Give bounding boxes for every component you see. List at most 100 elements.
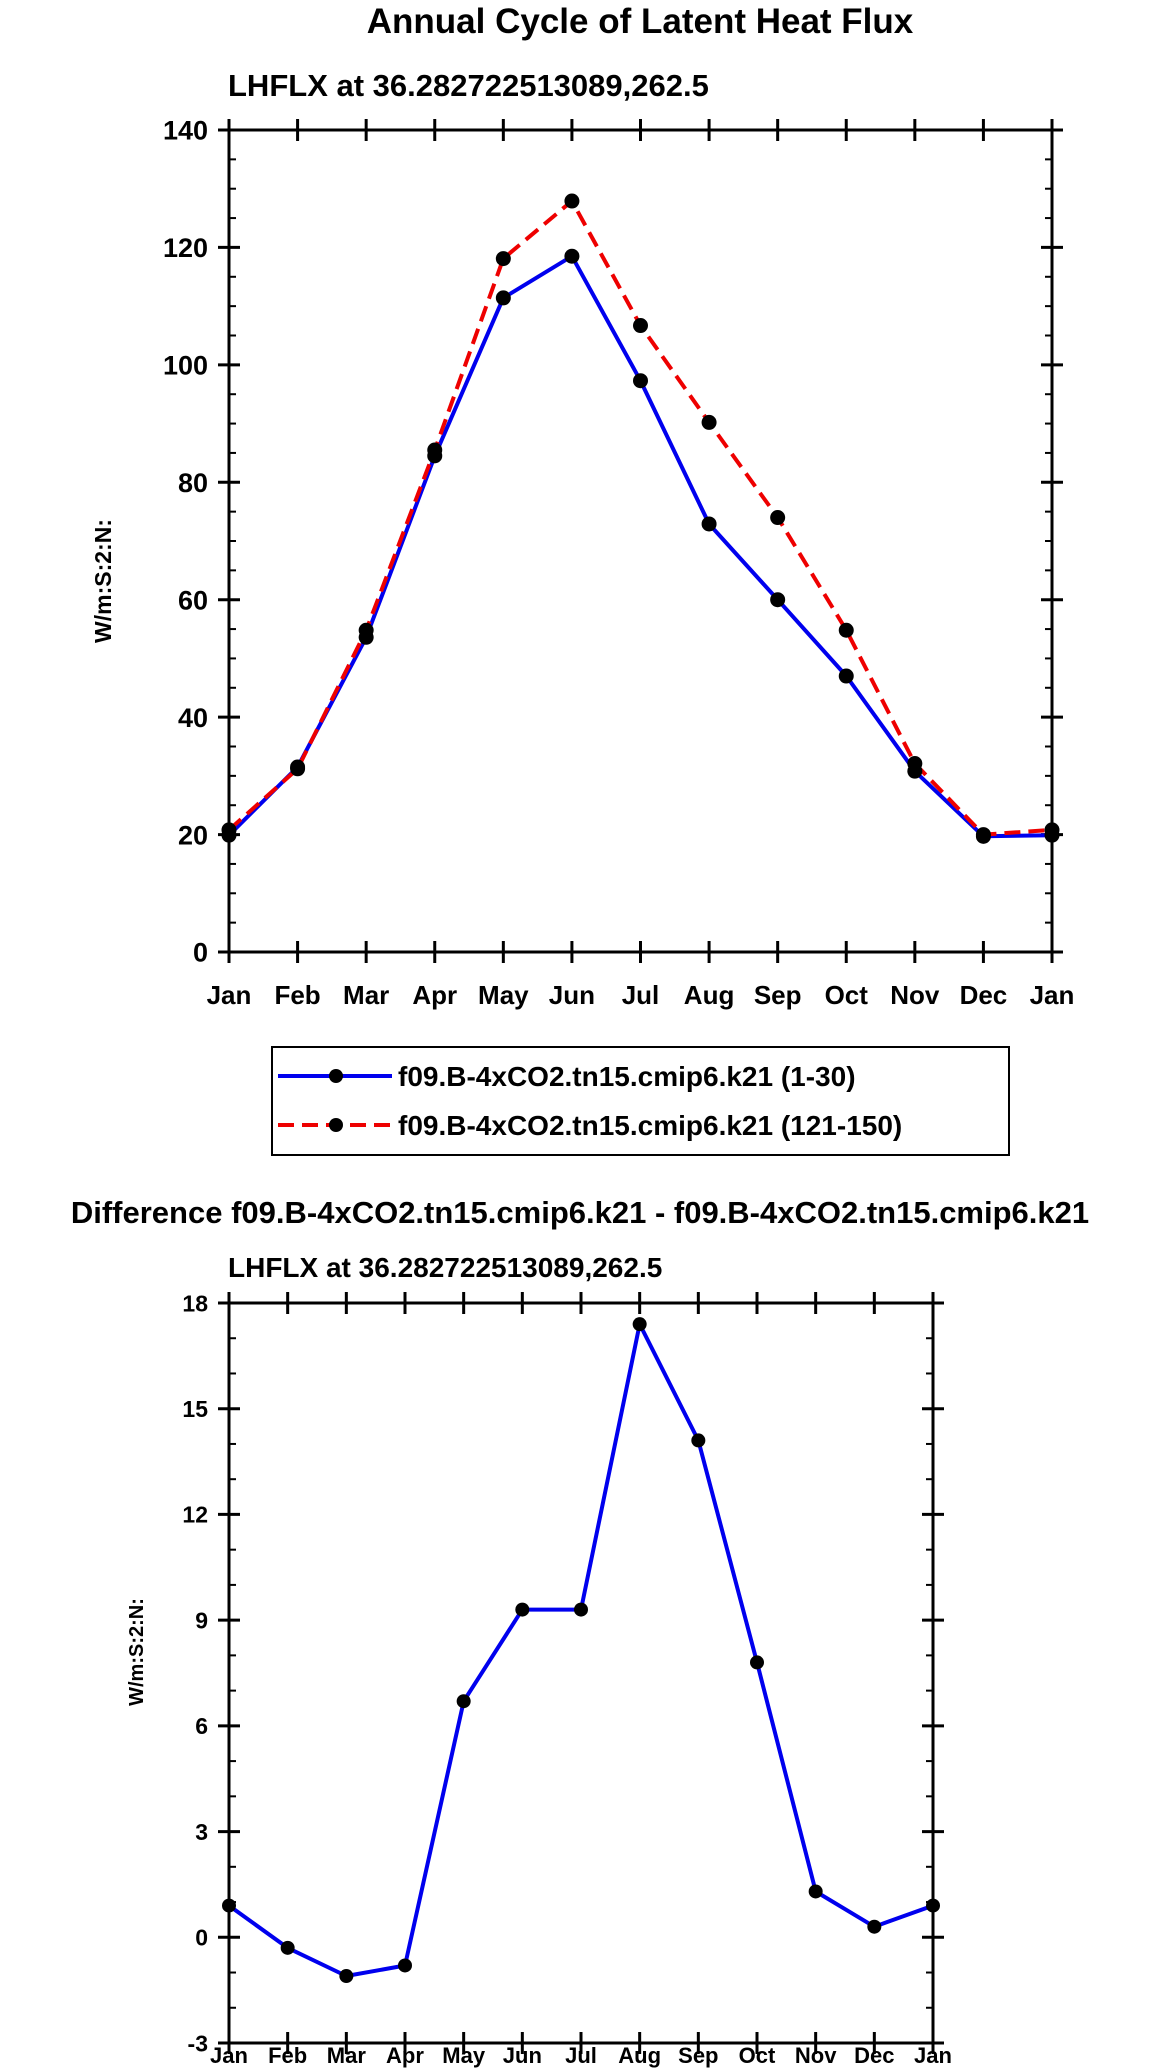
data-point-series-2 <box>221 822 237 838</box>
data-point-series-1 <box>867 1919 882 1934</box>
chart-title: Annual Cycle of Latent Heat Flux <box>367 2 914 41</box>
data-point-series-2 <box>770 510 786 526</box>
data-point-series-2 <box>1044 822 1060 838</box>
y-tick-label: 18 <box>182 1290 208 1316</box>
y-tick-label: 6 <box>195 1713 208 1739</box>
data-point-series-1 <box>701 516 717 532</box>
y-tick-label: 40 <box>178 703 208 733</box>
data-point-series-1 <box>515 1602 530 1617</box>
x-tick-label: Jan <box>207 980 252 1010</box>
data-point-series-1 <box>633 373 648 389</box>
legend-label-series-2: f09.B-4xCO2.tn15.cmip6.k21 (121-150) <box>398 1110 902 1141</box>
y-tick-label: 100 <box>163 351 208 381</box>
x-tick-label: Mar <box>327 2043 367 2068</box>
data-point-series-2 <box>290 761 306 777</box>
y-tick-label: 0 <box>193 938 208 968</box>
x-tick-label: Feb <box>268 2043 307 2068</box>
x-tick-label: Oct <box>825 980 869 1010</box>
x-tick-label: Nov <box>795 2043 837 2068</box>
data-point-series-1 <box>280 1940 295 1955</box>
axis-ticks <box>218 1292 944 2054</box>
data-point-series-1 <box>632 1317 647 1332</box>
x-tick-label: Oct <box>739 2043 776 2068</box>
y-tick-label: 9 <box>195 1607 208 1633</box>
chart-subtitle: LHFLX at 36.282722513089,262.5 <box>228 1252 662 1283</box>
chart-title: Difference f09.B-4xCO2.tn15.cmip6.k21 - … <box>71 1195 1089 1230</box>
data-point-series-1 <box>222 1898 236 1913</box>
y-tick-labels: -3 0 3 6 9 12 15 18 <box>182 1290 208 2056</box>
data-point-series-2 <box>633 318 648 334</box>
legend-marker-series-1 <box>329 1069 343 1083</box>
axis-ticks <box>218 119 1063 963</box>
y-tick-label: 15 <box>182 1396 208 1422</box>
series-group <box>221 193 1060 844</box>
data-point-series-1 <box>808 1884 823 1899</box>
x-tick-label: May <box>442 2043 486 2068</box>
y-tick-label: 140 <box>163 116 208 146</box>
y-tick-label: 12 <box>182 1502 208 1528</box>
x-tick-label: Jul <box>565 2043 597 2068</box>
series-line-1 <box>227 1322 934 1978</box>
data-point-series-2 <box>427 442 443 458</box>
data-point-series-2 <box>495 251 511 267</box>
x-tick-label: Apr <box>412 980 457 1010</box>
plot-frame <box>227 128 1054 954</box>
legend-marker-series-2 <box>329 1118 343 1132</box>
y-tick-label: 3 <box>195 1819 208 1845</box>
data-point-series-1 <box>398 1958 412 1973</box>
y-tick-label: 20 <box>178 820 208 850</box>
difference-chart: Difference f09.B-4xCO2.tn15.cmip6.k21 - … <box>71 1195 1089 2068</box>
x-tick-label: Jun <box>503 2043 542 2068</box>
data-point-series-1 <box>838 668 854 684</box>
series-group <box>222 1317 940 1984</box>
legend: f09.B-4xCO2.tn15.cmip6.k21 (1-30) f09.B-… <box>271 1046 1010 1156</box>
x-tick-label: Dec <box>854 2043 894 2068</box>
y-tick-label: 60 <box>178 585 208 615</box>
x-tick-labels: Jan Feb Mar Apr May Jun Jul Aug Sep Oct Nov Dec Jan <box>207 980 1075 1010</box>
data-point-series-1 <box>574 1602 588 1617</box>
x-tick-label: Sep <box>678 2043 718 2068</box>
y-tick-label: -3 <box>188 2030 208 2056</box>
x-tick-label: Feb <box>274 980 320 1010</box>
data-point-series-2 <box>838 622 854 638</box>
data-point-series-1 <box>564 248 580 264</box>
data-point-series-1 <box>339 1969 354 1984</box>
data-point-series-2 <box>975 827 991 843</box>
y-tick-label: 80 <box>178 468 208 498</box>
data-point-series-2 <box>907 756 923 772</box>
x-tick-label: Aug <box>618 2043 661 2068</box>
data-point-series-1 <box>456 1694 471 1709</box>
x-tick-label: Jun <box>549 980 595 1010</box>
legend-box <box>271 1046 1010 1156</box>
series-line-1 <box>227 254 1053 839</box>
x-tick-label: Apr <box>386 2043 424 2068</box>
x-tick-label: Jan <box>914 2043 952 2068</box>
series-line-2 <box>227 199 1053 837</box>
x-tick-labels: Jan Feb Mar Apr May Jun Jul Aug Sep Oct Nov Dec Jan <box>210 2043 952 2068</box>
x-tick-label: Nov <box>890 980 940 1010</box>
data-point-series-1 <box>750 1655 764 1670</box>
x-tick-label: Mar <box>343 980 389 1010</box>
x-tick-label: Aug <box>684 980 735 1010</box>
y-tick-label: 0 <box>195 1925 208 1951</box>
x-tick-label: Dec <box>960 980 1008 1010</box>
data-point-series-1 <box>770 592 786 608</box>
data-point-series-1 <box>926 1898 940 1913</box>
data-point-series-1 <box>495 290 511 306</box>
y-tick-labels: 0 20 40 60 80 100 120 140 <box>163 116 208 968</box>
annual-cycle-chart: Annual Cycle of Latent Heat Flux LHFLX a… <box>90 2 1075 1156</box>
x-tick-label: Sep <box>754 980 802 1010</box>
data-point-series-2 <box>358 622 374 638</box>
data-point-series-2 <box>564 193 580 209</box>
data-point-series-2 <box>701 414 717 430</box>
legend-label-series-1: f09.B-4xCO2.tn15.cmip6.k21 (1-30) <box>398 1061 856 1092</box>
chart-subtitle: LHFLX at 36.282722513089,262.5 <box>228 68 709 103</box>
x-tick-label: May <box>478 980 529 1010</box>
data-point-series-1 <box>691 1433 706 1448</box>
y-tick-label: 120 <box>163 233 208 263</box>
y-axis-label: W/m:S:2:N: <box>90 519 116 643</box>
plot-frame <box>227 1301 935 2045</box>
x-tick-label: Jul <box>622 980 660 1010</box>
x-tick-label: Jan <box>210 2043 248 2068</box>
